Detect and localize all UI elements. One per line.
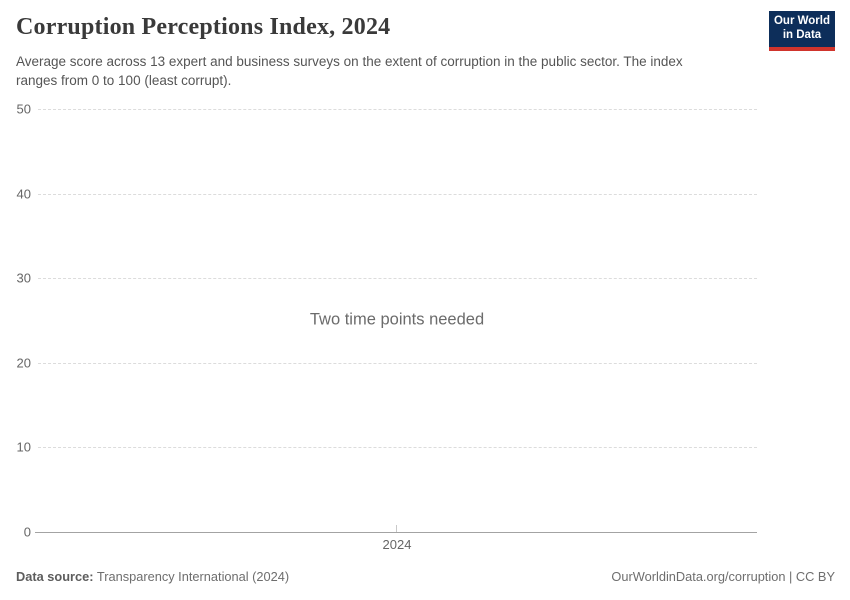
y-axis-tick-label: 40 (16, 186, 31, 202)
y-axis-tick-label: 0 (23, 524, 31, 540)
gridline (38, 278, 757, 279)
x-axis-line (35, 532, 757, 533)
x-axis-tick (396, 525, 397, 532)
gridline (38, 363, 757, 364)
data-source-label: Data source: (16, 569, 94, 584)
footer-data-source: Data source: Transparency International … (16, 569, 289, 584)
owid-logo: Our World in Data (769, 11, 835, 51)
y-axis-tick-label: 30 (16, 270, 31, 286)
owid-logo-line1: Our World (773, 15, 830, 27)
data-source-value: Transparency International (2024) (96, 569, 290, 584)
chart-subtitle: Average score across 13 expert and busin… (16, 54, 683, 89)
chart-title: Corruption Perceptions Index, 2024 (16, 14, 391, 40)
gridline (38, 194, 757, 195)
gridline (38, 447, 757, 448)
empty-state-message: Two time points needed (309, 310, 485, 329)
owid-logo-line2: in Data (782, 28, 822, 41)
y-axis-tick-label: 20 (16, 355, 31, 371)
y-axis-tick-label: 50 (16, 101, 31, 117)
footer-attribution: OurWorldinData.org/corruption | CC BY (611, 569, 835, 584)
y-axis-tick-label: 10 (16, 439, 31, 455)
x-axis-tick-label: 2024 (382, 537, 412, 552)
gridline (38, 109, 757, 110)
